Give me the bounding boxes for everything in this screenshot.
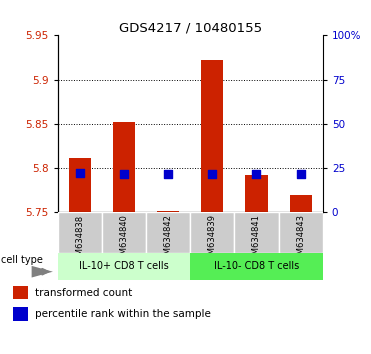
Bar — [58, 253, 190, 280]
Text: cell type: cell type — [1, 255, 43, 265]
Bar — [190, 212, 234, 253]
Text: GSM634839: GSM634839 — [208, 215, 217, 266]
Text: GSM634841: GSM634841 — [252, 215, 261, 265]
Point — [121, 172, 127, 177]
Bar — [13, 307, 28, 321]
Bar — [13, 286, 28, 299]
Text: GSM634842: GSM634842 — [164, 215, 173, 265]
Bar — [245, 175, 267, 212]
Point — [298, 172, 303, 177]
Point — [209, 172, 215, 177]
Text: GSM634840: GSM634840 — [119, 215, 128, 265]
Title: GDS4217 / 10480155: GDS4217 / 10480155 — [119, 21, 262, 34]
Point — [253, 172, 259, 177]
Point — [165, 172, 171, 177]
Bar — [58, 212, 102, 253]
Bar — [157, 211, 179, 212]
Point — [77, 170, 83, 175]
Text: percentile rank within the sample: percentile rank within the sample — [35, 309, 211, 319]
Bar — [102, 212, 146, 253]
Text: GSM634838: GSM634838 — [75, 215, 84, 266]
Bar — [279, 212, 323, 253]
Bar — [290, 195, 312, 212]
Text: IL-10+ CD8 T cells: IL-10+ CD8 T cells — [79, 261, 169, 272]
Text: IL-10- CD8 T cells: IL-10- CD8 T cells — [214, 261, 299, 272]
Text: GSM634843: GSM634843 — [296, 215, 305, 266]
Bar — [69, 158, 91, 212]
Bar — [201, 60, 223, 212]
Text: transformed count: transformed count — [35, 287, 132, 298]
Polygon shape — [32, 266, 53, 278]
Bar — [146, 212, 190, 253]
Bar — [190, 253, 323, 280]
Bar — [234, 212, 279, 253]
Bar — [113, 122, 135, 212]
